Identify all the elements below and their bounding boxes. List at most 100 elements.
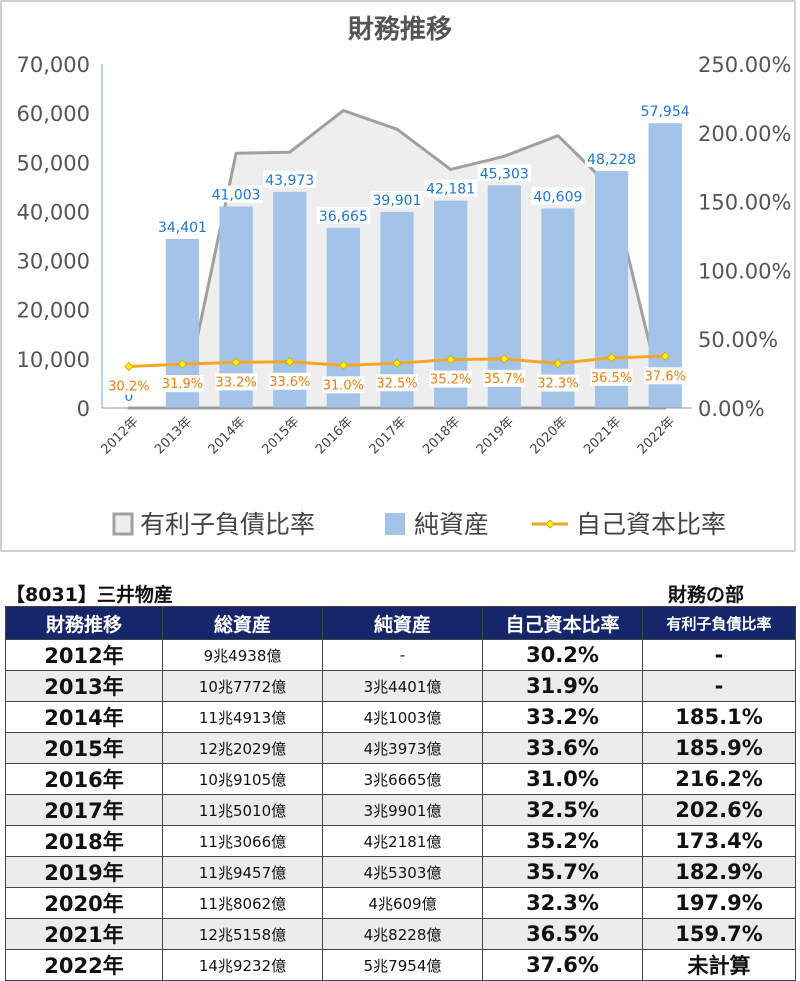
- x-axis-tick-label: 2018年: [420, 414, 463, 457]
- net-assets-data-label: 39,901: [373, 193, 422, 209]
- legend-label-net-assets: 純資産: [414, 510, 489, 539]
- net-assets-data-label: 42,181: [426, 182, 475, 198]
- cell-net-assets: 4兆3973億: [322, 732, 483, 764]
- right-axis-tick-label: 100.00%: [698, 259, 791, 283]
- cell-year: 2013年: [5, 670, 163, 702]
- cell-equity-ratio: 32.3%: [482, 887, 643, 919]
- cell-debt-ratio: 182.9%: [642, 856, 796, 888]
- cell-year: 2020年: [5, 887, 163, 919]
- cell-year: 2017年: [5, 794, 163, 826]
- net-assets-data-label: 57,954: [641, 104, 690, 120]
- x-axis-tick-label: 2013年: [152, 414, 195, 457]
- cell-debt-ratio: -: [642, 639, 796, 671]
- bar-label-bg: [370, 190, 424, 208]
- net-assets-data-label: 45,303: [480, 166, 529, 182]
- cell-net-assets: 4兆2181億: [322, 825, 483, 857]
- financial-chart: 財務推移 0 10,000 20,000 30,000 40,000 50,000 60,0…: [17, 15, 792, 539]
- bar-label-bg: [263, 170, 317, 188]
- cell-debt-ratio: 185.1%: [642, 701, 796, 733]
- equity-ratio-point: [446, 354, 456, 365]
- cell-year: 2016年: [5, 763, 163, 795]
- line-label-bg: [215, 373, 258, 391]
- cell-year: 2019年: [5, 856, 163, 888]
- equity-ratio-data-label: 30.2%: [108, 379, 149, 394]
- equity-ratio-point: [499, 354, 509, 364]
- table-row: 2014年 11兆4913億 4兆1003億 33.2% 185.1%: [5, 701, 796, 733]
- table-row: 2012年 9兆4938億 - 30.2% -: [5, 639, 796, 671]
- line-label-bg: [322, 376, 365, 394]
- cell-debt-ratio: 185.9%: [642, 732, 796, 764]
- header-equity-ratio: 自己資本比率: [482, 606, 643, 640]
- equity-ratio-data-label: 36.5%: [591, 371, 632, 386]
- cell-equity-ratio: 35.7%: [482, 856, 643, 888]
- cell-debt-ratio: -: [642, 670, 796, 702]
- line-label-bg: [429, 370, 472, 388]
- table-row: 2017年 11兆5010億 3兆9901億 32.5% 202.6%: [5, 794, 796, 826]
- chart-panel: 財務推移 0 10,000 20,000 30,000 40,000 50,000 60,0…: [0, 0, 796, 552]
- cell-equity-ratio: 33.2%: [482, 701, 643, 733]
- line-label-bg: [644, 367, 687, 385]
- financial-table: 財務推移 総資産 純資産 自己資本比率 有利子負債比率 2012年 9兆4938…: [5, 606, 796, 981]
- bar-label-bg: [155, 217, 210, 235]
- equity-ratio-point: [177, 359, 188, 369]
- table-row: 2020年 11兆8062億 4兆609億 32.3% 197.9%: [5, 887, 796, 919]
- header-net-assets: 純資産: [322, 606, 483, 640]
- net-assets-data-label: 36,665: [319, 209, 368, 225]
- cell-total-assets: 12兆5158億: [162, 918, 323, 950]
- cell-total-assets: 11兆8062億: [162, 887, 323, 919]
- table-row: 2018年 11兆3066億 4兆2181億 35.2% 173.4%: [5, 825, 796, 857]
- equity-ratio-point: [231, 357, 241, 367]
- cell-net-assets: 4兆609億: [322, 887, 483, 919]
- cell-total-assets: 12兆2029億: [162, 732, 323, 764]
- cell-net-assets: 3兆4401億: [322, 670, 483, 702]
- x-axis-tick-label: 2016年: [313, 414, 356, 457]
- net-assets-data-label: 48,228: [587, 152, 636, 168]
- cell-debt-ratio: 216.2%: [642, 763, 796, 795]
- line-label-bg: [161, 375, 204, 393]
- x-axis-tick-label: 2022年: [635, 414, 678, 457]
- bar-label-bg: [424, 179, 478, 197]
- equity-ratio-point: [392, 358, 402, 368]
- line-label-bg: [483, 369, 526, 387]
- net-assets-data-label: 0: [124, 389, 133, 405]
- table-header-row: 財務推移 総資産 純資産 自己資本比率 有利子負債比率: [5, 606, 796, 640]
- left-axis-tick-label: 0: [77, 397, 90, 421]
- cell-debt-ratio: 159.7%: [642, 918, 796, 950]
- net-assets-data-label: 34,401: [158, 220, 207, 236]
- left-axis-tick-label: 50,000: [17, 151, 90, 175]
- table-row: 2015年 12兆2029億 4兆3973億 33.6% 185.9%: [5, 732, 796, 764]
- cell-year: 2018年: [5, 825, 163, 857]
- section-title: 財務の部: [668, 584, 745, 606]
- cell-net-assets: 4兆5303億: [322, 856, 483, 888]
- x-axis-tick-label: 2015年: [259, 414, 302, 457]
- x-axis-tick-label: 2014年: [206, 414, 249, 457]
- equity-ratio-point: [124, 361, 134, 372]
- equity-ratio-data-label: 32.5%: [376, 376, 417, 391]
- cell-total-assets: 10兆7772億: [162, 670, 323, 702]
- equity-ratio-point: [606, 353, 617, 363]
- equity-ratio-data-label: 33.6%: [269, 375, 310, 390]
- bar-label-bg: [531, 187, 585, 205]
- table-row: 2016年 10兆9105億 3兆6665億 31.0% 216.2%: [5, 763, 796, 795]
- left-axis-tick-label: 30,000: [17, 250, 90, 274]
- bar-label-bg: [209, 185, 263, 203]
- line-label-bg: [268, 372, 311, 390]
- cell-total-assets: 10兆9105億: [162, 763, 323, 795]
- x-axis-tick-label: 2012年: [98, 414, 141, 457]
- left-axis-tick-label: 20,000: [17, 299, 90, 323]
- bar-label-bg: [584, 149, 639, 167]
- equity-ratio-point: [660, 351, 670, 361]
- equity-ratio-data-label: 32.3%: [537, 377, 578, 392]
- cell-debt-ratio: 173.4%: [642, 825, 796, 857]
- net-assets-data-label: 43,973: [265, 173, 314, 189]
- cell-equity-ratio: 30.2%: [482, 639, 643, 671]
- equity-ratio-point: [285, 357, 295, 367]
- line-marker-point-icon: [545, 519, 555, 529]
- area-swatch-icon: [112, 512, 134, 536]
- table-row: 2013年 10兆7772億 3兆4401億 31.9% -: [5, 670, 796, 702]
- right-axis-tick-label: 250.00%: [698, 53, 791, 77]
- net-assets-bar: [594, 170, 629, 408]
- equity-ratio-data-label: 35.2%: [430, 373, 471, 388]
- right-axis-tick-label: 200.00%: [698, 122, 791, 146]
- equity-ratio-data-label: 37.6%: [645, 369, 686, 384]
